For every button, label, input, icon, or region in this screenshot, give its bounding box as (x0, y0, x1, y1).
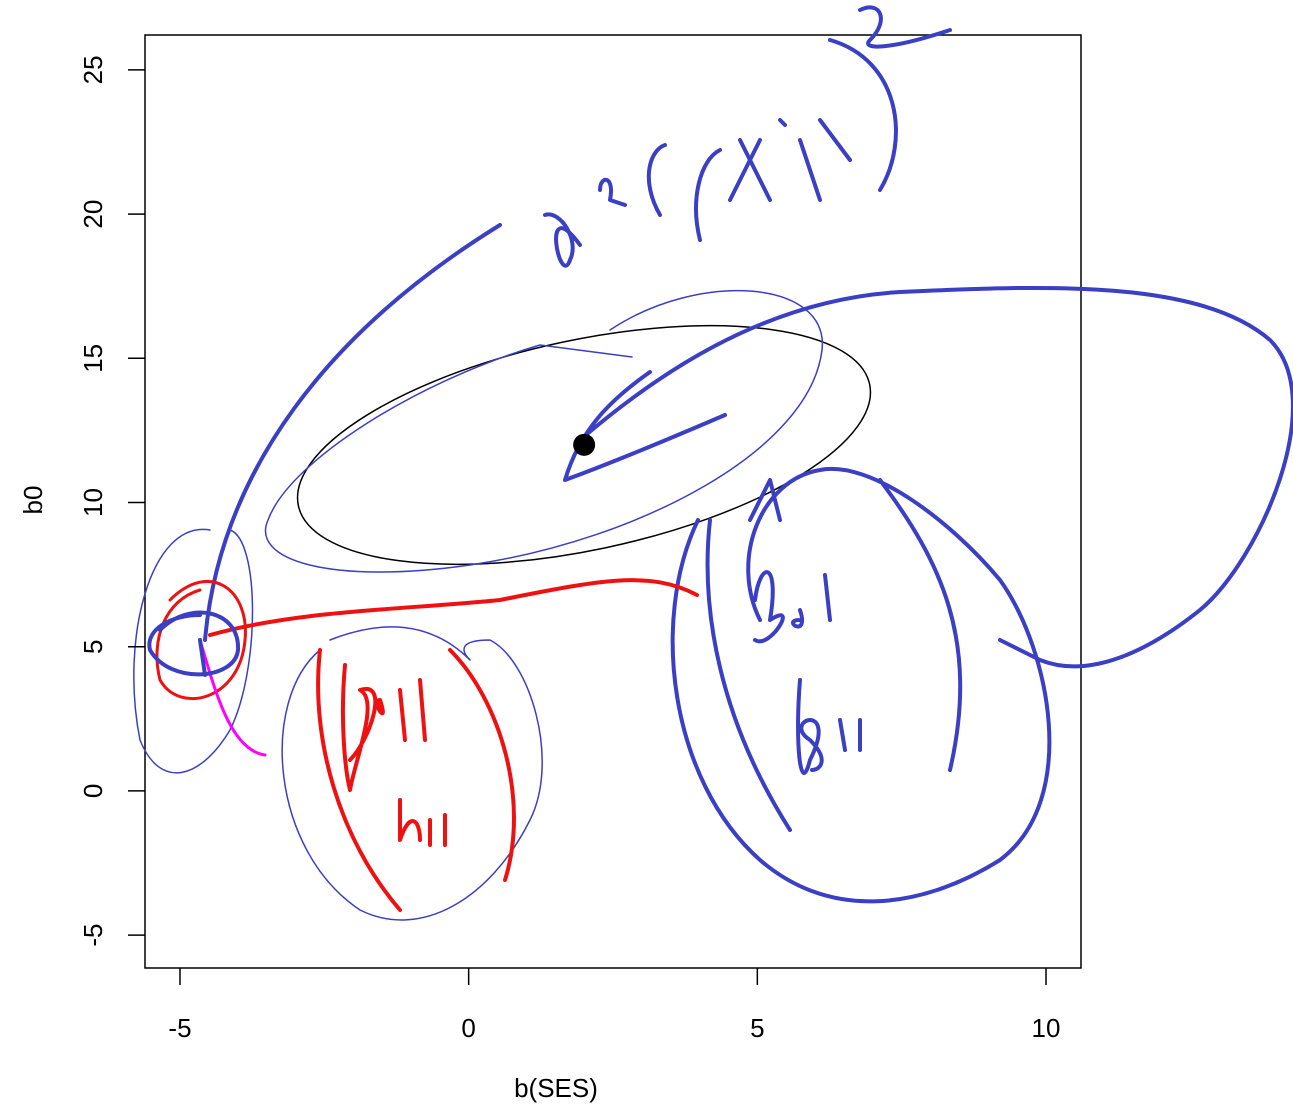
hand-circles (133, 528, 543, 921)
hand-stroke (203, 223, 502, 642)
hand-sigma (543, 5, 952, 268)
y-tick-label: 10 (78, 488, 108, 517)
y-tick-label: 5 (78, 639, 108, 653)
hand-ellipse (264, 289, 823, 573)
hand-magenta (198, 638, 267, 757)
hand-arrow (563, 285, 1293, 669)
plot-frame (144, 34, 1082, 969)
x-tick-label: -5 (168, 1013, 191, 1043)
point (573, 433, 596, 456)
confidence-ellipse (296, 324, 872, 566)
handwriting (133, 5, 1293, 921)
x-tick-label: 0 (461, 1013, 475, 1043)
y-tick-label: 15 (78, 344, 108, 373)
y-tick-label: -5 (78, 924, 108, 947)
hand-blue-loop (147, 610, 241, 677)
hand-beta-red (208, 578, 699, 912)
y-tick-label: 0 (78, 784, 108, 798)
y-axis-label: b0 (18, 486, 48, 515)
y-tick-label: 25 (78, 55, 108, 84)
hand-beta-blue (670, 466, 1052, 904)
x-tick-label: 10 (1032, 1013, 1061, 1043)
x-tick-label: 5 (750, 1013, 764, 1043)
x-axis-label: b(SES) (514, 1073, 598, 1103)
y-tick-label: 20 (78, 200, 108, 229)
